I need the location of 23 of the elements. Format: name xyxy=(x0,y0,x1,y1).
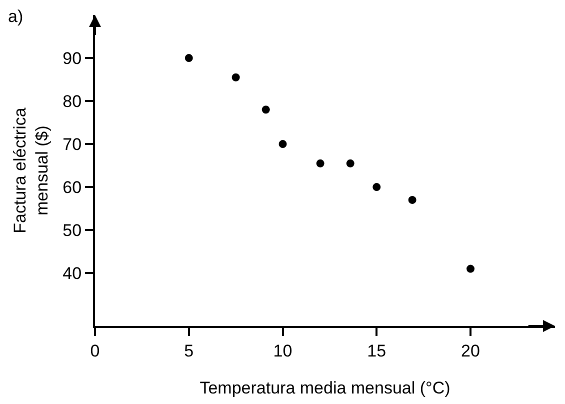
point xyxy=(466,264,475,273)
y-tick-label: 80 xyxy=(62,92,82,111)
point xyxy=(316,159,324,168)
x-tick-label: 0 xyxy=(90,341,100,360)
point xyxy=(232,73,240,82)
point xyxy=(372,183,381,192)
x-axis-title: Temperatura media mensual (°C) xyxy=(200,378,450,398)
y-tick-label: 60 xyxy=(62,178,82,198)
x-tick-label: 5 xyxy=(184,341,194,360)
x-tick-label: 20 xyxy=(461,341,480,360)
y-tick-label: 50 xyxy=(62,221,82,240)
point xyxy=(184,54,193,62)
point xyxy=(346,159,354,168)
y-tick-label: 40 xyxy=(62,264,82,284)
point xyxy=(278,140,287,148)
point xyxy=(408,196,416,204)
point xyxy=(262,106,270,114)
x-tick-label: 10 xyxy=(273,341,292,360)
y-tick-label: 70 xyxy=(62,135,82,154)
text: a) xyxy=(8,7,24,26)
y-tick-label: 90 xyxy=(62,48,82,68)
y-axis-title: Factura eléctrica mensual ($) xyxy=(10,107,52,234)
x-tick-label: 15 xyxy=(367,341,386,360)
